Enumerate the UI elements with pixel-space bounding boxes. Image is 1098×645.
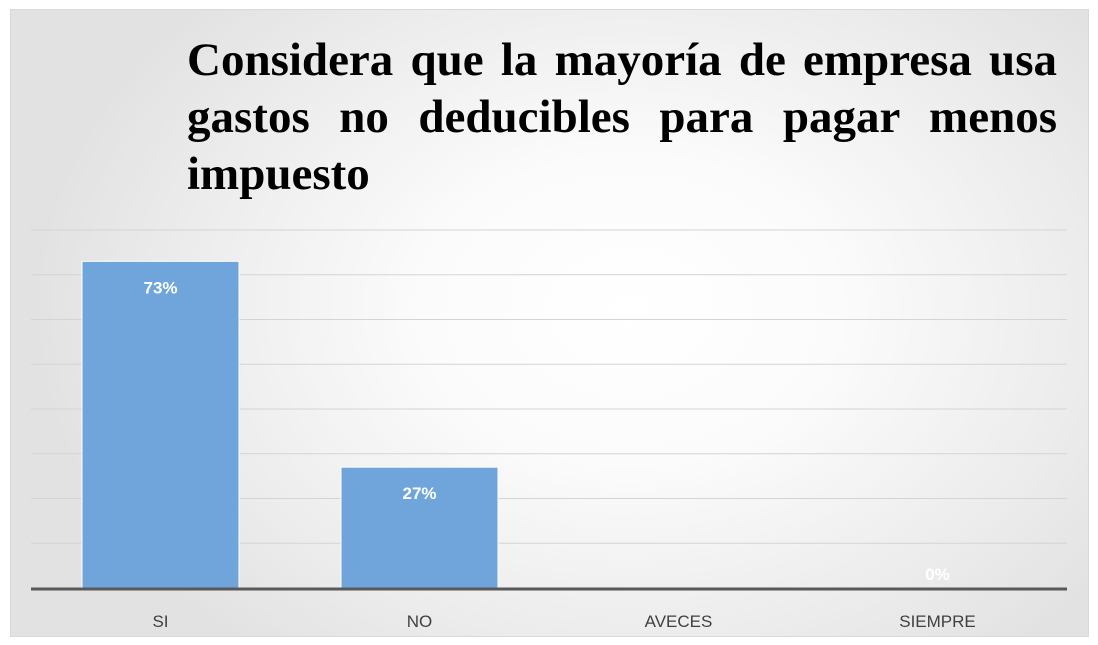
x-tick-label-siempre: SIEMPRE — [899, 612, 976, 631]
plot-area: 73% SI 27% NO AVECES 0% SIEMPRE — [31, 229, 1067, 631]
data-label-siempre: 0% — [925, 565, 950, 584]
x-tick-label-no: NO — [407, 612, 433, 631]
chart-area: Considera que la mayoría de empresa usa … — [10, 9, 1089, 637]
data-label-no: 27% — [402, 484, 436, 503]
chart-title: Considera que la mayoría de empresa usa … — [187, 34, 1057, 200]
bar-no — [340, 466, 499, 589]
bar-si — [81, 260, 240, 589]
x-tick-label-aveces: AVECES — [645, 612, 713, 631]
data-label-si: 73% — [143, 278, 177, 297]
x-tick-label-si: SI — [152, 612, 168, 631]
